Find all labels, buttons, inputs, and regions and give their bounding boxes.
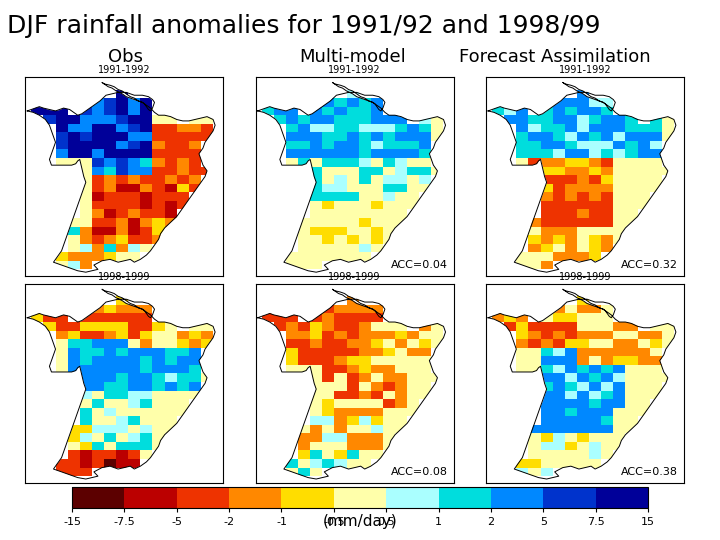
Text: ACC=0.32: ACC=0.32 — [621, 260, 678, 271]
Text: ACC=0.38: ACC=0.38 — [621, 467, 678, 477]
Text: (mm/day): (mm/day) — [323, 514, 397, 529]
Text: 1991-1992: 1991-1992 — [559, 65, 611, 75]
Text: 1991-1992: 1991-1992 — [328, 65, 381, 75]
Text: 1991-1992: 1991-1992 — [98, 65, 150, 75]
Text: 1998-1999: 1998-1999 — [328, 272, 381, 281]
Text: Obs: Obs — [109, 48, 143, 66]
Text: DJF rainfall anomalies for 1991/92 and 1998/99: DJF rainfall anomalies for 1991/92 and 1… — [7, 14, 600, 37]
Text: Multi-model: Multi-model — [300, 48, 406, 66]
Text: 1998-1999: 1998-1999 — [98, 272, 150, 281]
Text: 1998-1999: 1998-1999 — [559, 272, 611, 281]
Text: ACC=0.08: ACC=0.08 — [391, 467, 448, 477]
Text: Forecast Assimilation: Forecast Assimilation — [459, 48, 650, 66]
Text: ACC=0.04: ACC=0.04 — [391, 260, 448, 271]
